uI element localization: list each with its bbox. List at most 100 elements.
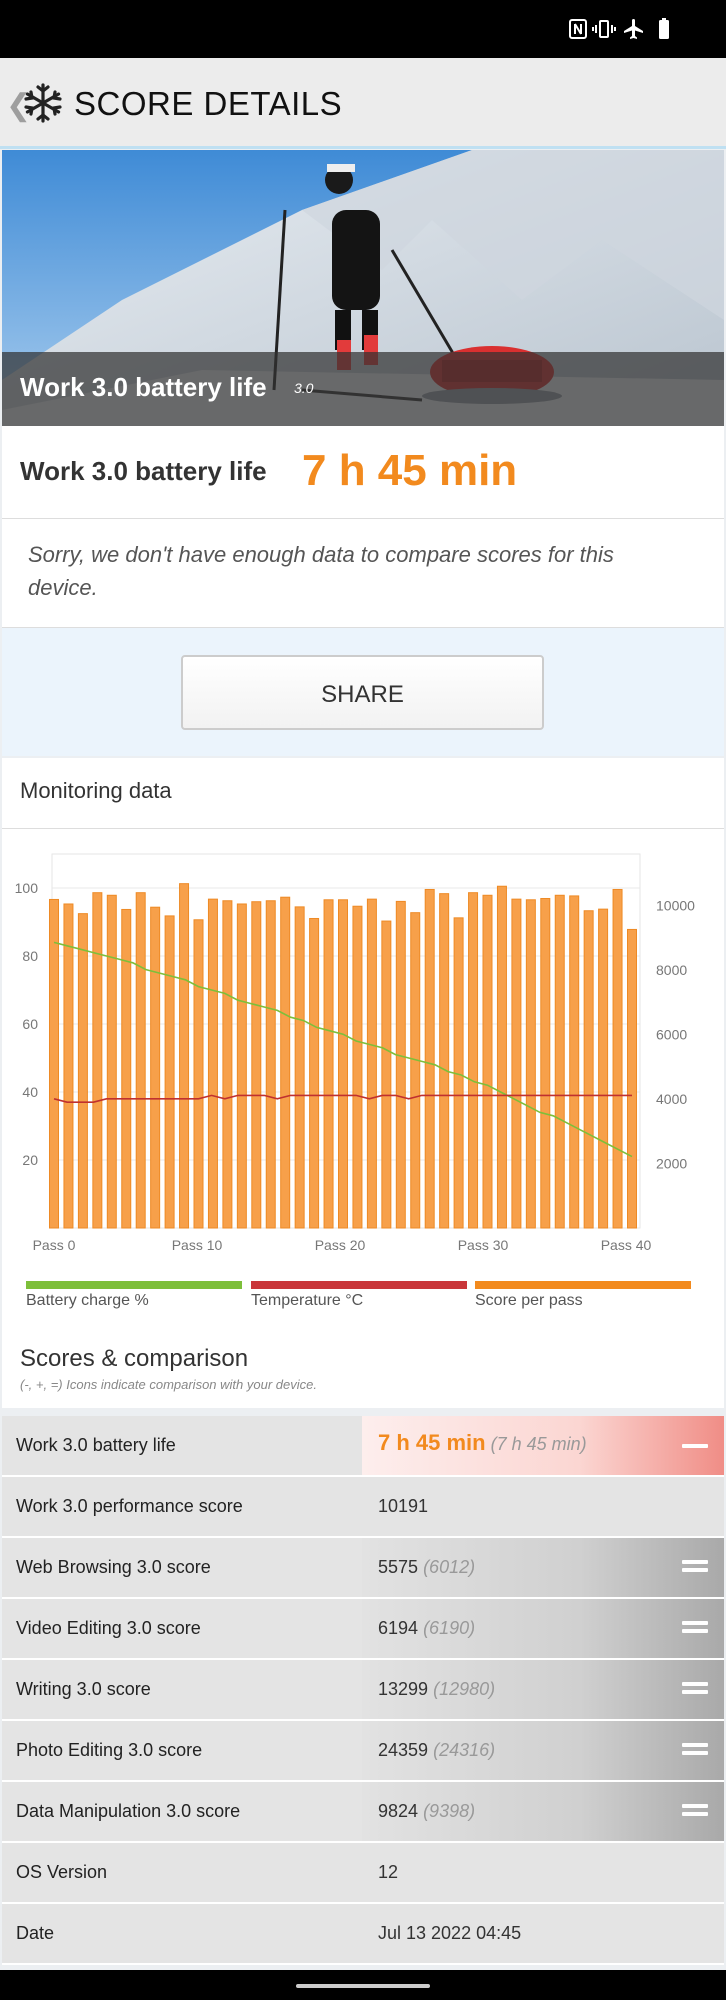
score-bar <box>150 906 161 1229</box>
score-bar <box>424 888 435 1229</box>
airplane-icon <box>624 19 643 39</box>
score-bar <box>236 903 247 1229</box>
right-axis-tick: 10000 <box>656 898 695 914</box>
score-row-label: Video Editing 3.0 score <box>16 1618 201 1638</box>
score-row-label: Web Browsing 3.0 score <box>16 1557 211 1577</box>
x-axis-tick: Pass 30 <box>458 1237 509 1253</box>
score-bar <box>598 908 609 1229</box>
left-axis-tick: 80 <box>22 948 38 964</box>
score-row-value-text: 24359 <box>378 1740 429 1760</box>
score-bar <box>554 894 565 1229</box>
score-bar <box>612 888 623 1229</box>
score-row-value-cell: 12 <box>362 1843 724 1902</box>
score-bar <box>280 896 291 1229</box>
score-row-label: Data Manipulation 3.0 score <box>16 1801 241 1821</box>
home-gesture-handle[interactable] <box>296 1984 430 1988</box>
score-row-label: Date <box>16 1923 55 1943</box>
score-bar <box>482 894 493 1229</box>
scores-table: Work 3.0 battery life 7 h 45 min (7 h 45 … <box>2 1416 724 1965</box>
legend-swatch-score <box>475 1281 691 1289</box>
score-bar <box>77 913 88 1229</box>
score-row-value: 24359 (24316) <box>378 1740 495 1761</box>
score-row-reference: (9398) <box>423 1801 476 1821</box>
score-row[interactable]: Video Editing 3.0 score 6194 (6190) <box>2 1599 724 1660</box>
score-row[interactable]: OS Version 12 <box>2 1843 724 1904</box>
score-row[interactable]: Date Jul 13 2022 04:45 <box>2 1904 724 1965</box>
temperature-line <box>53 1094 632 1104</box>
score-bar <box>49 898 59 1229</box>
score-bar <box>468 892 479 1229</box>
score-row-label: OS Version <box>16 1862 108 1882</box>
score-row-value-text: Jul 13 2022 04:45 <box>378 1923 522 1943</box>
x-axis-tick: Pass 20 <box>315 1237 366 1253</box>
score-row[interactable]: Data Manipulation 3.0 score 9824 (9398) <box>2 1782 724 1843</box>
x-axis-tick: Pass 0 <box>33 1237 76 1253</box>
snowflake-logo-icon <box>24 83 62 123</box>
score-bar <box>366 898 377 1229</box>
score-bar <box>63 903 74 1229</box>
score-row-value-cell: 24359 (24316) <box>362 1721 724 1780</box>
score-row-reference: (6012) <box>423 1557 476 1577</box>
score-bar <box>352 905 363 1229</box>
score-row-label: Work 3.0 battery life <box>16 1435 176 1455</box>
score-row-label: Work 3.0 performance score <box>16 1496 243 1516</box>
score-bar <box>338 899 348 1229</box>
score-row[interactable]: Photo Editing 3.0 score 24359 (24316) <box>2 1721 724 1782</box>
app-header <box>0 58 726 149</box>
score-row-value: 12 <box>378 1862 398 1883</box>
score-row-value-cell: 6194 (6190) <box>362 1599 724 1658</box>
score-bar <box>251 901 262 1229</box>
score-row-value: 5575 (6012) <box>378 1557 475 1578</box>
score-bar <box>265 900 276 1229</box>
score-row-value-text: 12 <box>378 1862 399 1882</box>
score-row[interactable]: Web Browsing 3.0 score 5575 (6012) <box>2 1538 724 1599</box>
equals-icon <box>682 1682 708 1698</box>
score-bar <box>92 892 103 1229</box>
score-row-value-text: 6194 <box>378 1618 419 1638</box>
score-bar <box>179 883 190 1229</box>
equals-icon <box>682 1621 708 1637</box>
score-row-value-text: 5575 <box>378 1557 419 1577</box>
scores-title: Scores & comparison <box>20 1345 249 1372</box>
score-row-label: Writing 3.0 score <box>16 1679 151 1699</box>
right-axis-tick: 6000 <box>656 1027 687 1043</box>
score-row[interactable]: Work 3.0 battery life 7 h 45 min (7 h 45 … <box>2 1416 724 1477</box>
score-bar <box>309 917 320 1229</box>
monitoring-header <box>2 758 724 829</box>
compare-notice-panel <box>2 519 724 628</box>
left-axis-tick: 100 <box>15 880 39 896</box>
score-value: 7 h 45 min <box>302 446 518 495</box>
status-bar <box>0 0 726 58</box>
score-bar <box>496 885 507 1229</box>
score-row[interactable]: Work 3.0 performance score 10191 <box>2 1477 724 1538</box>
legend-label-temperature: Temperature °C <box>251 1292 364 1309</box>
score-row-value-cell: 10191 <box>362 1477 724 1536</box>
right-axis-tick: 4000 <box>656 1091 687 1107</box>
battery-charge-line <box>53 941 633 1158</box>
score-row-reference: (6190) <box>423 1618 476 1638</box>
equals-icon <box>682 1560 708 1576</box>
legend-swatch-battery <box>26 1281 242 1289</box>
score-row-value-cell: Jul 13 2022 04:45 <box>362 1904 724 1963</box>
score-bar <box>294 906 305 1229</box>
minus-icon <box>682 1444 708 1460</box>
monitoring-title: Monitoring data <box>20 778 172 803</box>
score-row[interactable]: Writing 3.0 score 13299 (12980) <box>2 1660 724 1721</box>
score-bar <box>106 894 117 1229</box>
scores-subtitle: (-, +, =) Icons indicate comparison with… <box>20 1377 317 1392</box>
score-row-value: 6194 (6190) <box>378 1618 475 1639</box>
left-axis-tick: 20 <box>22 1152 38 1168</box>
score-row-value-cell: 7 h 45 min (7 h 45 min) <box>362 1416 724 1475</box>
score-bar <box>135 892 146 1229</box>
score-bar <box>193 919 204 1229</box>
score-row-reference: (7 h 45 min) <box>490 1434 587 1454</box>
right-axis-tick: 2000 <box>656 1156 687 1172</box>
vibrate-icon <box>592 20 616 38</box>
score-bar <box>121 908 132 1229</box>
share-button[interactable]: SHARE <box>181 655 544 730</box>
score-row-value: Jul 13 2022 04:45 <box>378 1923 521 1944</box>
hero-caption-bar <box>2 352 724 426</box>
score-row-value-cell: 13299 (12980) <box>362 1660 724 1719</box>
score-bar <box>381 920 392 1229</box>
page-title: SCORE DETAILS <box>74 85 343 122</box>
